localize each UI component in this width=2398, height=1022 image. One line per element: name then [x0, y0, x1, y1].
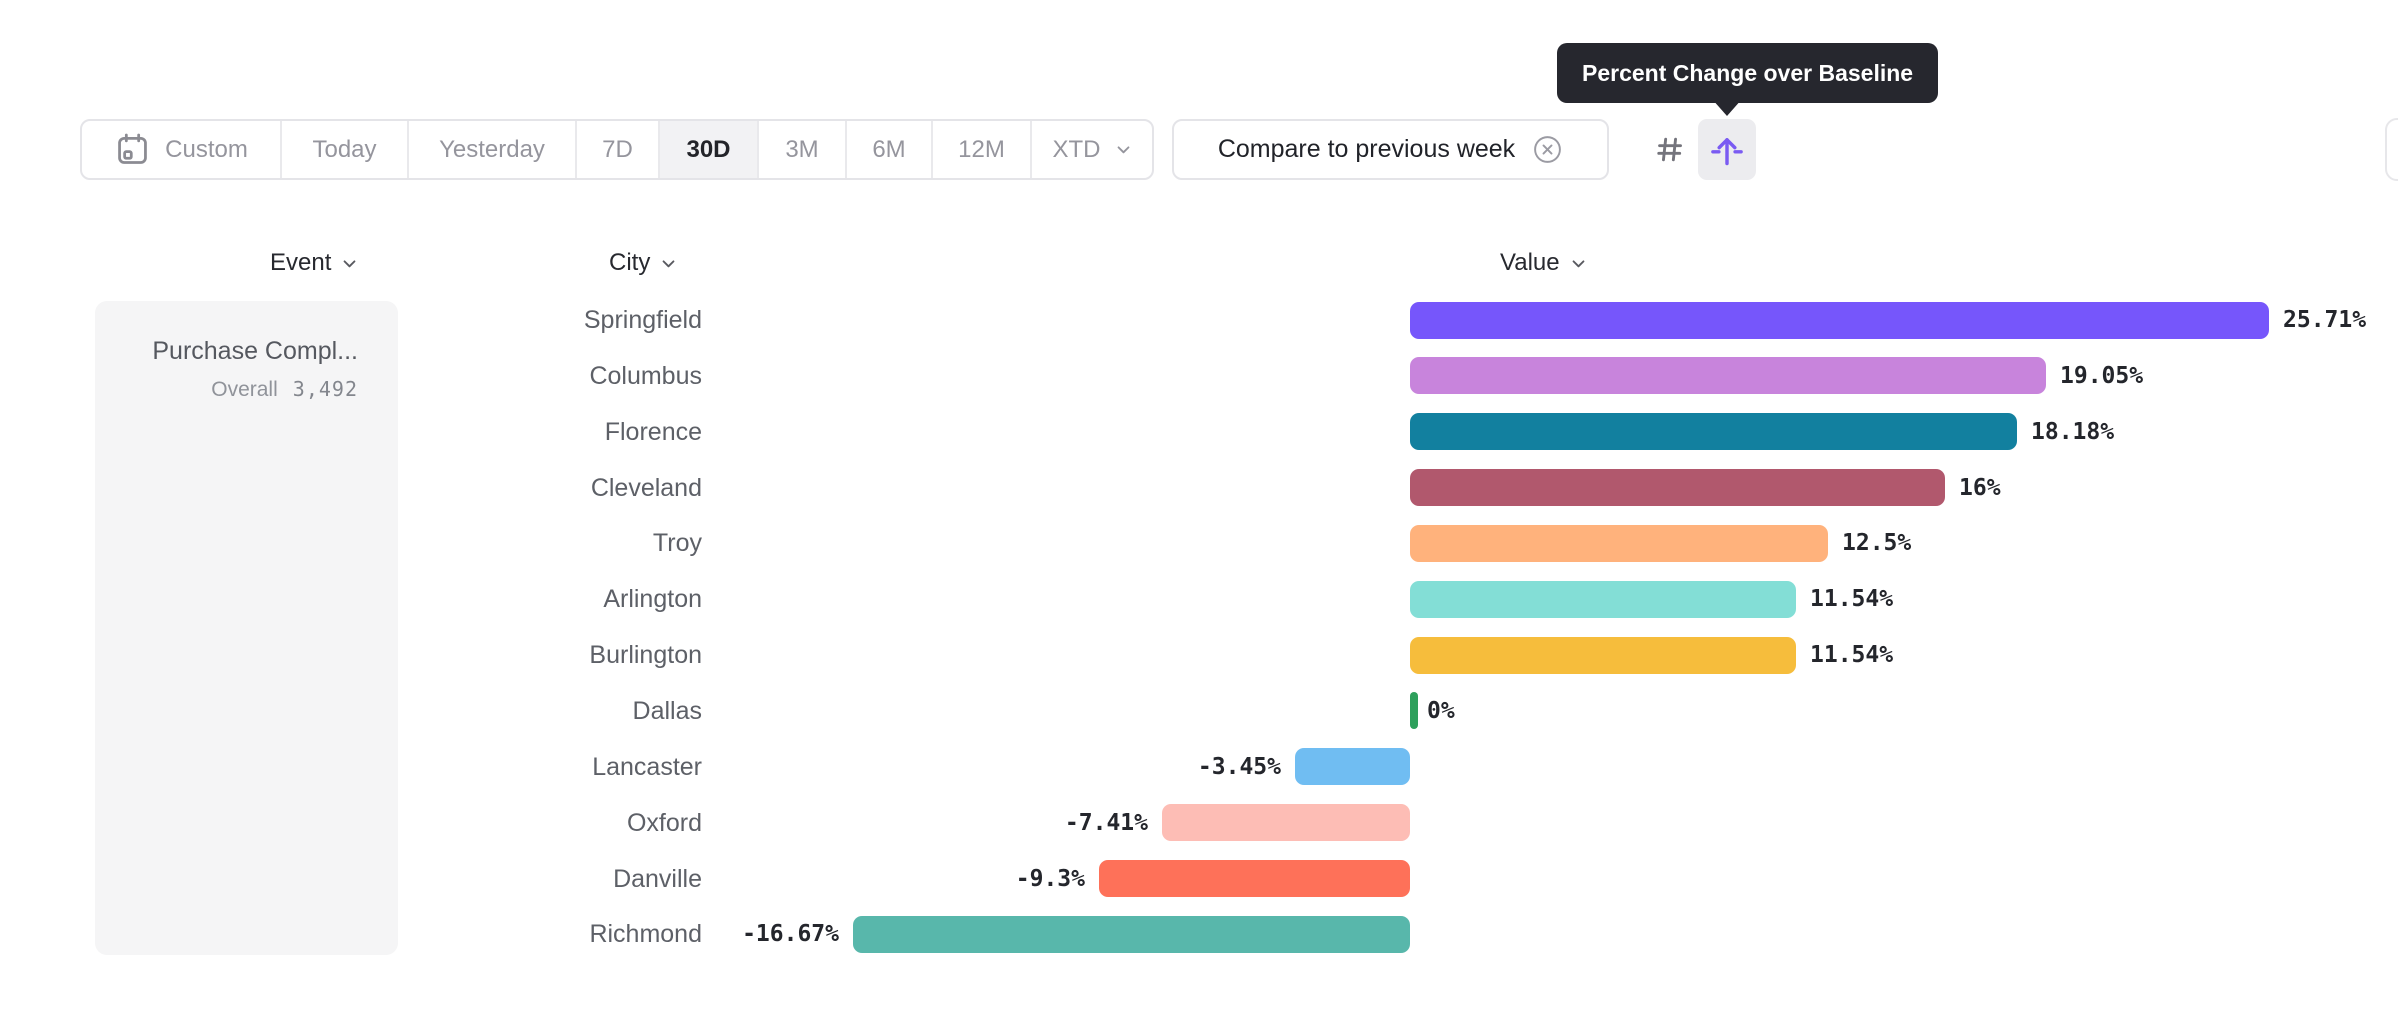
bar-columbus[interactable] — [1410, 357, 2046, 395]
range-12m[interactable]: 12M — [933, 121, 1032, 178]
column-header-city[interactable]: City — [609, 247, 677, 279]
value-label-danville: -9.3% — [1015, 865, 1085, 892]
value-label-oxford: -7.41% — [1064, 809, 1148, 836]
overall-value: 3,492 — [292, 377, 358, 401]
range-today[interactable]: Today — [282, 121, 409, 178]
column-header-event[interactable]: Event — [270, 247, 358, 279]
percent-change-icon — [1709, 132, 1745, 168]
range-label: 7D — [602, 135, 633, 163]
column-header-value[interactable]: Value — [1500, 247, 1587, 279]
column-header-label: City — [609, 249, 651, 276]
toggle-number-view[interactable] — [1640, 119, 1698, 180]
city-label-danville: Danville — [613, 864, 702, 893]
range-label: XTD — [1052, 135, 1101, 163]
range-label: Yesterday — [439, 135, 545, 163]
city-label-troy: Troy — [652, 529, 702, 558]
chevron-down-icon — [660, 255, 677, 272]
value-label-columbus: 19.05% — [2060, 362, 2144, 389]
number-sign-icon — [1653, 133, 1686, 166]
range-7d[interactable]: 7D — [577, 121, 660, 178]
value-label-richmond: -16.67% — [742, 921, 839, 948]
close-circle-icon[interactable] — [1532, 134, 1563, 165]
bar-springfield[interactable] — [1410, 301, 2269, 339]
compare-chip-label: Compare to previous week — [1217, 135, 1516, 163]
range-6m[interactable]: 6M — [847, 121, 933, 178]
chevron-down-icon — [1570, 255, 1587, 272]
value-label-cleveland: 16% — [1959, 474, 2001, 501]
value-label-lancaster: -3.45% — [1197, 753, 1281, 780]
compare-chip[interactable]: Compare to previous week — [1172, 119, 1609, 180]
city-label-cleveland: Cleveland — [590, 473, 702, 502]
range-label: 12M — [958, 135, 1005, 163]
value-label-dallas: 0% — [1427, 697, 1455, 724]
value-label-arlington: 11.54% — [1810, 586, 1894, 613]
event-overall-row: Overall 3,492 — [211, 377, 358, 402]
overall-label: Overall — [211, 378, 278, 401]
event-panel: Purchase Compl... Overall 3,492 — [95, 301, 398, 955]
city-label-richmond: Richmond — [589, 920, 702, 949]
city-label-dallas: Dallas — [632, 696, 702, 725]
cutoff-button[interactable] — [2385, 118, 2398, 181]
chevron-down-icon — [341, 255, 358, 272]
range-label: 6M — [872, 135, 906, 163]
bar-oxford[interactable] — [1162, 804, 1410, 842]
city-label-lancaster: Lancaster — [592, 752, 702, 781]
value-display-toggle-group — [1640, 119, 1756, 180]
date-range-toolbar: Custom Today Yesterday 7D 30D 3M 6M 12M XTD — [80, 119, 1154, 180]
chevron-down-icon — [1115, 141, 1132, 158]
range-label: 3M — [785, 135, 819, 163]
bar-arlington[interactable] — [1410, 580, 1796, 618]
range-label: Custom — [165, 135, 248, 163]
column-header-label: Value — [1500, 249, 1560, 276]
value-label-springfield: 25.71% — [2283, 307, 2367, 333]
city-label-burlington: Burlington — [589, 641, 702, 670]
bar-troy[interactable] — [1410, 524, 1828, 562]
range-30d[interactable]: 30D — [660, 121, 759, 178]
value-label-troy: 12.5% — [1842, 530, 1912, 557]
tooltip-caret — [1712, 99, 1742, 116]
value-label-florence: 18.18% — [2031, 418, 2115, 445]
bar-dallas[interactable] — [1410, 692, 1418, 730]
range-label: 30D — [686, 135, 731, 163]
calendar-icon — [114, 131, 151, 168]
range-label: Today — [312, 135, 377, 163]
city-label-oxford: Oxford — [626, 808, 702, 837]
toggle-percent-change-view[interactable] — [1698, 119, 1756, 180]
range-yesterday[interactable]: Yesterday — [409, 121, 577, 178]
city-label-columbus: Columbus — [589, 361, 702, 390]
bar-burlington[interactable] — [1410, 636, 1796, 674]
range-3m[interactable]: 3M — [759, 121, 847, 178]
column-header-label: Event — [270, 249, 332, 276]
tooltip-percent-change: Percent Change over Baseline — [1557, 43, 1939, 103]
city-label-springfield: Springfield — [583, 306, 702, 334]
bar-richmond[interactable] — [853, 915, 1410, 953]
city-label-arlington: Arlington — [603, 585, 702, 614]
range-xtd[interactable]: XTD — [1032, 121, 1152, 178]
bar-florence[interactable] — [1410, 413, 2017, 451]
event-name[interactable]: Purchase Compl... — [152, 337, 358, 365]
city-label-florence: Florence — [604, 417, 702, 446]
range-custom[interactable]: Custom — [82, 121, 282, 178]
value-label-burlington: 11.54% — [1810, 642, 1894, 669]
bar-cleveland[interactable] — [1410, 469, 1945, 507]
bar-lancaster[interactable] — [1295, 748, 1410, 786]
bar-danville[interactable] — [1099, 860, 1410, 897]
